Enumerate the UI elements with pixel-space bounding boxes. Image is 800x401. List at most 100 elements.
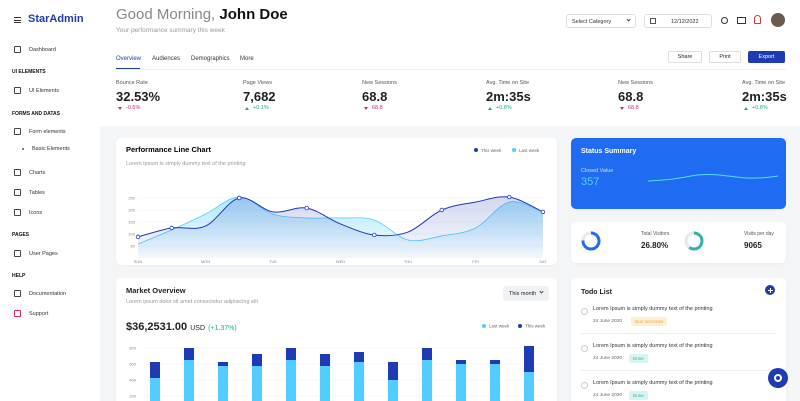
todo-divider xyxy=(581,333,776,334)
trend-arrow xyxy=(364,106,368,110)
tabs-divider xyxy=(116,69,786,70)
sidebar-sub[interactable]: Basic Elements xyxy=(22,146,70,152)
trend-arrow xyxy=(118,106,122,110)
point xyxy=(237,195,242,201)
action-button[interactable]: Share xyxy=(668,51,702,63)
currency: USD xyxy=(190,325,206,332)
todo-text: Lorem Ipsum is simply dummy text of the … xyxy=(593,380,713,386)
status-title: Status Summary xyxy=(581,148,637,155)
add-todo[interactable] xyxy=(765,285,775,295)
top-area xyxy=(100,0,800,126)
search-icon[interactable] xyxy=(721,17,728,24)
date-picker[interactable]: 12/12/2022 xyxy=(644,14,712,28)
todo-checkbox[interactable] xyxy=(581,382,588,389)
y-tick-label: 600 xyxy=(129,362,136,367)
sidebar-link[interactable]: Icons xyxy=(14,209,42,216)
bar xyxy=(490,364,500,401)
menu-icon xyxy=(14,290,21,297)
mail-icon[interactable] xyxy=(737,17,746,24)
performance-card: Performance Line Chart Lorem Ipsum is sim… xyxy=(116,138,557,265)
tab[interactable]: Audiences xyxy=(152,56,181,62)
sidebar-link[interactable]: User Pages xyxy=(14,250,58,257)
todo-divider xyxy=(581,370,776,371)
sidebar-link[interactable]: Dashboard xyxy=(14,46,56,53)
sidebar-link[interactable]: Charts xyxy=(14,169,45,176)
performance-chart: Performance Line Chart Lorem Ipsum is sim… xyxy=(126,145,547,264)
todo-date: 24 June 2020 xyxy=(593,393,623,398)
bar xyxy=(150,362,160,378)
tab[interactable]: Overview xyxy=(116,56,142,62)
menu-icon xyxy=(14,128,21,135)
sidebar-link[interactable]: Support xyxy=(14,310,48,317)
sidebar-link[interactable]: Form elements xyxy=(14,128,66,135)
change-value: +0.8% xyxy=(752,105,768,111)
bar xyxy=(422,348,432,360)
stat-label: Avg. Time on Site xyxy=(486,80,530,86)
action-button[interactable]: Print xyxy=(709,51,741,63)
settings-button[interactable] xyxy=(768,368,788,388)
tab[interactable]: More xyxy=(240,56,254,62)
market-subtitle: Lorem ipsum dolor sit amet consectetur a… xyxy=(126,299,259,305)
period-select[interactable]: This month xyxy=(503,286,549,301)
date-text: 12/12/2022 xyxy=(671,19,699,25)
stat-label: Page Views xyxy=(243,80,272,86)
menu-label: Form elements xyxy=(29,128,66,135)
status-label: Closed Value xyxy=(581,168,614,174)
bar xyxy=(422,360,432,401)
sidebar-link[interactable]: Tables xyxy=(14,189,45,196)
todo-title: Todo List xyxy=(581,289,612,296)
todo-badge: Done xyxy=(629,391,648,400)
sidebar: StarAdmin Dashboard UI ELEMENTS UI Element… xyxy=(0,0,100,401)
menu-label: Dashboard xyxy=(29,46,56,53)
point xyxy=(439,207,444,213)
x-tick-label: SUN xyxy=(134,259,143,264)
stat-change: +0.1% xyxy=(245,105,269,111)
todo-checkbox[interactable] xyxy=(581,345,588,352)
tab[interactable]: Demographics xyxy=(191,56,230,62)
chart-title: Performance Line Chart xyxy=(126,145,212,154)
action-button[interactable]: Export xyxy=(748,51,785,63)
sidebar-link[interactable]: UI Elements xyxy=(14,87,59,94)
sidebar-link[interactable]: Documentation xyxy=(14,290,66,297)
line xyxy=(137,196,544,238)
menu-icon xyxy=(14,189,21,196)
menu-label: PAGES xyxy=(12,232,30,238)
trend-arrow xyxy=(488,106,492,110)
legend-label: This week xyxy=(525,324,546,329)
bar xyxy=(388,380,398,401)
bell-icon[interactable] xyxy=(754,15,761,24)
menu-label: Documentation xyxy=(29,290,66,297)
greeting-text: Good Morning, xyxy=(116,6,216,23)
bar xyxy=(218,362,228,366)
menu-icon xyxy=(14,46,21,53)
status-value: 357 xyxy=(581,176,600,188)
market-amount: $36,2531.00 USD (+1.37%) xyxy=(126,321,237,333)
todo-date: 24 June 2020 xyxy=(593,319,623,324)
point xyxy=(372,232,377,238)
stat-value: 2m:35s xyxy=(486,89,531,104)
todo-checkbox[interactable] xyxy=(581,308,588,315)
menu-label: HELP xyxy=(12,273,26,279)
point xyxy=(304,205,309,211)
bar xyxy=(354,362,364,401)
todo-badge: Done xyxy=(629,354,648,363)
trend-arrow xyxy=(744,106,748,110)
category-select[interactable]: Select Category xyxy=(566,14,636,28)
menu-label: Icons xyxy=(29,209,43,216)
menu-icon xyxy=(14,169,21,176)
legend-dot xyxy=(482,324,486,328)
stat-change: -0.5% xyxy=(118,105,140,111)
menu-label: Basic Elements xyxy=(32,146,70,152)
chart-subtitle: Lorem Ipsum is simply dummy text of the … xyxy=(126,161,246,167)
active-tab-indicator xyxy=(116,68,140,70)
logo[interactable]: StarAdmin xyxy=(28,13,84,25)
y-tick-label: 200 xyxy=(128,208,135,213)
menu-toggle[interactable] xyxy=(14,17,21,23)
stat-value: 68.8 xyxy=(362,89,388,104)
point xyxy=(169,225,174,231)
x-tick-label: FRI xyxy=(472,259,478,264)
stat-label: New Sessions xyxy=(362,80,397,86)
greeting: Good Morning, John Doe xyxy=(116,6,288,23)
avatar[interactable] xyxy=(771,13,785,27)
